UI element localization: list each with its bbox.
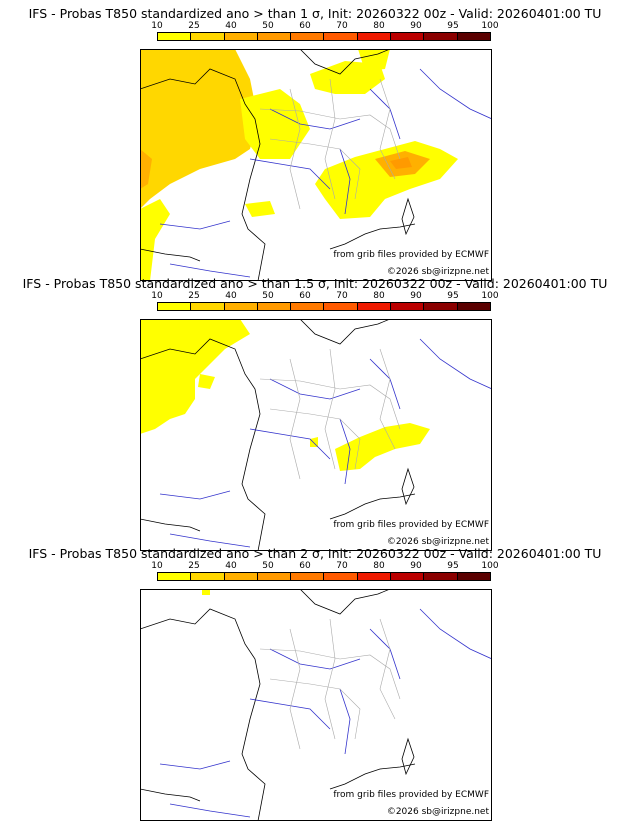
colorbar-tick: 40 xyxy=(225,21,237,31)
colorbar-swatch xyxy=(224,33,258,40)
probability-shading xyxy=(140,319,430,471)
colorbar-swatch xyxy=(424,303,458,310)
colorbar-tick: 10 xyxy=(151,561,163,571)
colorbar-tick: 10 xyxy=(151,291,163,301)
colorbar xyxy=(157,302,491,311)
colorbar-tick: 25 xyxy=(188,291,200,301)
map-panel-2: IFS - Probas T850 standardized ano > tha… xyxy=(0,276,630,552)
credit-copyright: ©2026 sb@irizpne.net xyxy=(386,537,489,548)
credit-copyright: ©2026 sb@irizpne.net xyxy=(386,807,489,818)
probability-shading xyxy=(202,589,210,595)
colorbar-tick: 100 xyxy=(481,291,499,301)
colorbar-swatch xyxy=(191,303,225,310)
colorbar-tick: 40 xyxy=(225,291,237,301)
rivers xyxy=(159,68,492,278)
colorbar-swatch xyxy=(224,573,258,580)
credit-source: from grib files provided by ECMWF xyxy=(333,520,489,531)
credit-source: from grib files provided by ECMWF xyxy=(333,250,489,261)
coastlines xyxy=(140,319,416,551)
colorbar-tick: 50 xyxy=(262,291,274,301)
colorbar-swatch xyxy=(257,303,292,310)
colorbar-tick: 10 xyxy=(151,21,163,31)
colorbar-swatch xyxy=(357,33,392,40)
colorbar-swatch xyxy=(324,33,358,40)
colorbar-tick: 95 xyxy=(447,21,459,31)
probability-map: from grib files provided by ECMWF ©2026 … xyxy=(140,319,492,551)
colorbar-swatch xyxy=(291,33,325,40)
colorbar-ticks: 10 25 40 50 60 70 80 90 95 100 xyxy=(151,560,498,572)
credit-source: from grib files provided by ECMWF xyxy=(333,790,489,801)
colorbar xyxy=(157,572,491,581)
map-panel-3: IFS - Probas T850 standardized ano > tha… xyxy=(0,546,630,822)
panel-title: IFS - Probas T850 standardized ano > tha… xyxy=(22,276,608,291)
panel-title: IFS - Probas T850 standardized ano > tha… xyxy=(28,546,602,561)
colorbar-swatch xyxy=(257,33,292,40)
colorbar-swatch xyxy=(291,573,325,580)
probability-map: from grib files provided by ECMWF ©2026 … xyxy=(140,49,492,281)
colorbar-swatch xyxy=(424,33,458,40)
admin-borders xyxy=(259,78,401,210)
colorbar-swatch xyxy=(158,573,192,580)
colorbar-tick: 70 xyxy=(336,291,348,301)
colorbar-tick: 25 xyxy=(188,21,200,31)
colorbar-swatch xyxy=(257,573,292,580)
colorbar-tick: 70 xyxy=(336,21,348,31)
colorbar-swatch xyxy=(391,573,425,580)
colorbar-tick: 40 xyxy=(225,561,237,571)
colorbar-swatch xyxy=(158,303,192,310)
colorbar-tick: 95 xyxy=(447,291,459,301)
map-panel-1: IFS - Probas T850 standardized ano > tha… xyxy=(0,6,630,282)
colorbar-tick: 90 xyxy=(410,561,422,571)
colorbar-swatch xyxy=(191,573,225,580)
colorbar-tick: 80 xyxy=(373,561,385,571)
colorbar-swatch xyxy=(158,33,192,40)
colorbar-tick: 90 xyxy=(410,21,422,31)
colorbar-swatch xyxy=(457,33,490,40)
colorbar-swatch xyxy=(324,303,358,310)
colorbar-ticks: 10 25 40 50 60 70 80 90 95 100 xyxy=(151,290,498,302)
colorbar-tick: 25 xyxy=(188,561,200,571)
probability-shading xyxy=(140,49,458,281)
colorbar-swatch xyxy=(324,573,358,580)
colorbar-tick: 100 xyxy=(481,21,499,31)
colorbar-swatch xyxy=(291,303,325,310)
colorbar xyxy=(157,32,491,41)
colorbar-tick: 80 xyxy=(373,291,385,301)
admin-borders xyxy=(259,348,401,480)
coastlines xyxy=(140,589,416,821)
colorbar-swatch xyxy=(357,573,392,580)
credit-copyright: ©2026 sb@irizpne.net xyxy=(386,267,489,278)
panel-title: IFS - Probas T850 standardized ano > tha… xyxy=(28,6,602,21)
probability-map: from grib files provided by ECMWF ©2026 … xyxy=(140,589,492,821)
colorbar-swatch xyxy=(424,573,458,580)
colorbar-swatch xyxy=(457,303,490,310)
colorbar-tick: 70 xyxy=(336,561,348,571)
colorbar-swatch xyxy=(191,33,225,40)
colorbar-tick: 50 xyxy=(262,561,274,571)
colorbar-tick: 60 xyxy=(299,291,311,301)
colorbar-ticks: 10 25 40 50 60 70 80 90 95 100 xyxy=(151,20,498,32)
colorbar-tick: 60 xyxy=(299,561,311,571)
colorbar-tick: 90 xyxy=(410,291,422,301)
colorbar-tick: 100 xyxy=(481,561,499,571)
colorbar-swatch xyxy=(357,303,392,310)
colorbar-tick: 80 xyxy=(373,21,385,31)
colorbar-tick: 95 xyxy=(447,561,459,571)
admin-borders xyxy=(259,618,401,750)
coastlines xyxy=(140,49,416,281)
colorbar-tick: 50 xyxy=(262,21,274,31)
colorbar-swatch xyxy=(391,303,425,310)
colorbar-swatch xyxy=(391,33,425,40)
colorbar-tick: 60 xyxy=(299,21,311,31)
colorbar-swatch xyxy=(224,303,258,310)
colorbar-swatch xyxy=(457,573,490,580)
